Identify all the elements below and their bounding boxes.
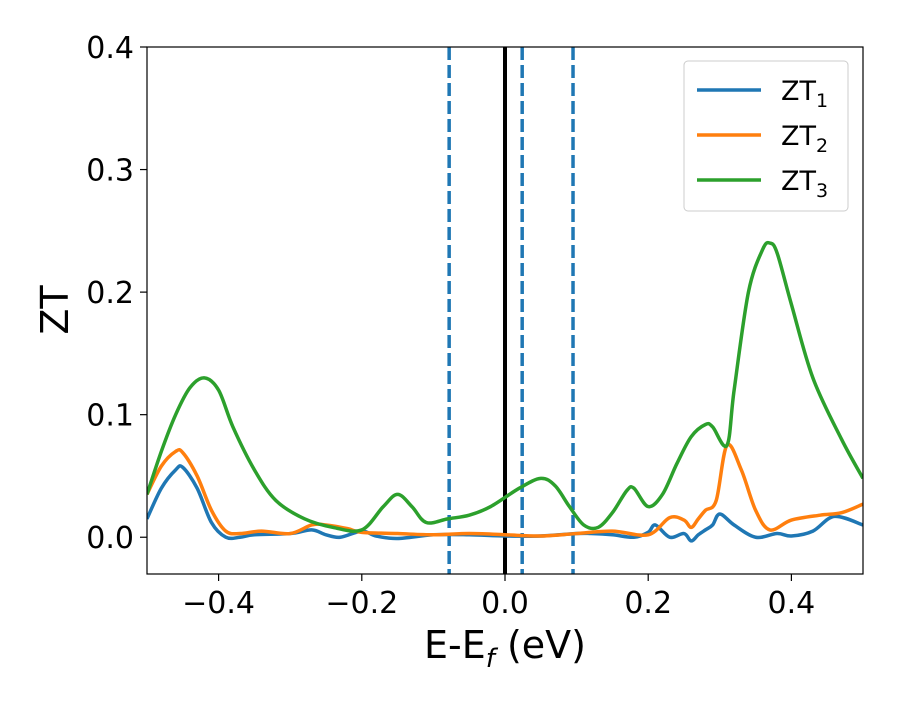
y-tick-label: 0.2 xyxy=(86,276,134,311)
x-tick-label: 0.0 xyxy=(481,586,529,621)
x-tick-label: 0.4 xyxy=(768,586,816,621)
x-axis-title: E-Ef (eV) xyxy=(424,623,586,674)
x-axis: −0.4 −0.2 0.0 0.2 0.4 xyxy=(182,574,815,621)
legend-items: ZT1 ZT2 ZT3 xyxy=(697,76,828,202)
series-line-zt2 xyxy=(147,442,863,538)
legend-label-zt2: ZT2 xyxy=(781,121,828,157)
y-axis-title: ZT xyxy=(33,285,77,335)
y-tick-label: 0.3 xyxy=(86,154,134,189)
legend-label-zt3: ZT3 xyxy=(781,166,828,202)
y-tick-label: 0.4 xyxy=(86,31,134,66)
x-tick-label: −0.2 xyxy=(325,586,398,621)
legend: ZT1 ZT2 ZT3 xyxy=(683,60,849,212)
x-tick-label: −0.4 xyxy=(182,586,255,621)
y-tick-label: 0.1 xyxy=(86,399,134,434)
y-tick-label: 0.0 xyxy=(86,521,134,556)
x-axis-title-main: E-E xyxy=(424,623,486,667)
x-axis-title-unit: (eV) xyxy=(495,623,586,667)
series-line-zt3 xyxy=(147,240,863,533)
series-lines xyxy=(147,240,863,543)
legend-box xyxy=(683,60,849,212)
y-axis: 0.0 0.1 0.2 0.3 0.4 xyxy=(86,31,147,556)
x-tick-label: 0.2 xyxy=(624,586,672,621)
legend-label-zt1: ZT1 xyxy=(781,76,828,112)
